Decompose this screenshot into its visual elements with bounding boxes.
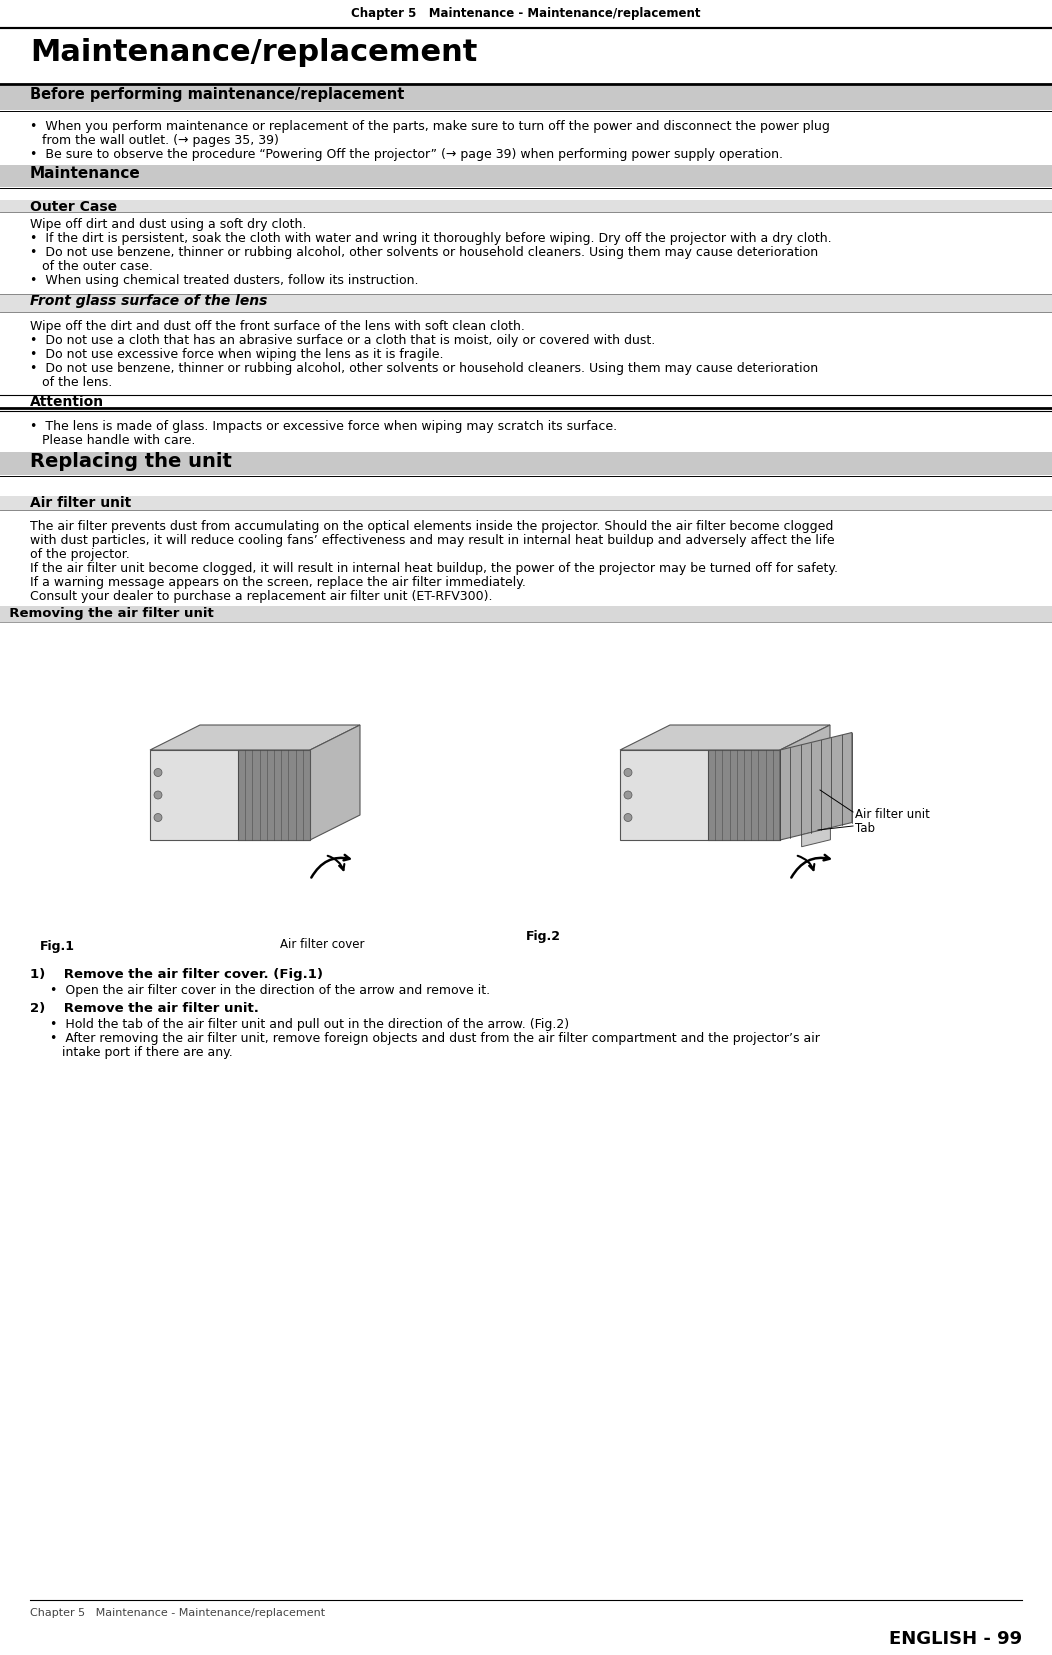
Text: of the projector.: of the projector. xyxy=(31,548,129,561)
Polygon shape xyxy=(620,725,830,750)
Text: Outer Case: Outer Case xyxy=(31,200,117,213)
Bar xyxy=(0,166,1052,187)
Polygon shape xyxy=(238,750,310,841)
Text: Please handle with care.: Please handle with care. xyxy=(31,434,196,447)
Text: intake port if there are any.: intake port if there are any. xyxy=(50,1046,232,1059)
Text: If a warning message appears on the screen, replace the air filter immediately.: If a warning message appears on the scre… xyxy=(31,576,526,589)
Text: Removing the air filter unit: Removing the air filter unit xyxy=(0,607,214,621)
Text: •  The lens is made of glass. Impacts or excessive force when wiping may scratch: • The lens is made of glass. Impacts or … xyxy=(31,420,618,434)
Bar xyxy=(0,86,1052,109)
Text: •  When you perform maintenance or replacement of the parts, make sure to turn o: • When you perform maintenance or replac… xyxy=(31,121,830,132)
Bar xyxy=(0,452,1052,475)
Text: of the outer case.: of the outer case. xyxy=(31,260,153,273)
Circle shape xyxy=(154,791,162,799)
Polygon shape xyxy=(620,750,780,841)
Polygon shape xyxy=(310,725,360,841)
Circle shape xyxy=(624,791,632,799)
Polygon shape xyxy=(802,828,830,847)
Text: •  When using chemical treated dusters, follow its instruction.: • When using chemical treated dusters, f… xyxy=(31,275,419,286)
Text: ENGLISH - 99: ENGLISH - 99 xyxy=(889,1630,1021,1648)
Text: with dust particles, it will reduce cooling fans’ effectiveness and may result i: with dust particles, it will reduce cool… xyxy=(31,535,834,548)
Text: Fig.1: Fig.1 xyxy=(40,940,75,953)
Text: If the air filter unit become clogged, it will result in internal heat buildup, : If the air filter unit become clogged, i… xyxy=(31,563,838,574)
Text: Air filter unit: Air filter unit xyxy=(855,808,930,821)
Text: •  Do not use benzene, thinner or rubbing alcohol, other solvents or household c: • Do not use benzene, thinner or rubbing… xyxy=(31,247,818,258)
Bar xyxy=(0,295,1052,313)
Text: Chapter 5   Maintenance - Maintenance/replacement: Chapter 5 Maintenance - Maintenance/repl… xyxy=(31,1609,325,1619)
Text: Replacing the unit: Replacing the unit xyxy=(31,452,231,472)
Text: •  After removing the air filter unit, remove foreign objects and dust from the : • After removing the air filter unit, re… xyxy=(50,1033,820,1044)
Polygon shape xyxy=(150,750,310,841)
Circle shape xyxy=(154,768,162,776)
Bar xyxy=(0,200,1052,212)
Text: 2)    Remove the air filter unit.: 2) Remove the air filter unit. xyxy=(31,1001,259,1015)
Polygon shape xyxy=(150,725,360,750)
Text: •  Be sure to observe the procedure “Powering Off the projector” (→ page 39) whe: • Be sure to observe the procedure “Powe… xyxy=(31,147,783,161)
Polygon shape xyxy=(780,725,830,841)
Text: Fig.2: Fig.2 xyxy=(526,930,561,943)
Text: Attention: Attention xyxy=(31,396,104,409)
Text: The air filter prevents dust from accumulating on the optical elements inside th: The air filter prevents dust from accumu… xyxy=(31,520,833,533)
Text: Front glass surface of the lens: Front glass surface of the lens xyxy=(31,295,267,308)
Text: Wipe off dirt and dust using a soft dry cloth.: Wipe off dirt and dust using a soft dry … xyxy=(31,218,306,232)
Text: •  Hold the tab of the air filter unit and pull out in the direction of the arro: • Hold the tab of the air filter unit an… xyxy=(50,1018,569,1031)
Text: from the wall outlet. (→ pages 35, 39): from the wall outlet. (→ pages 35, 39) xyxy=(31,134,279,147)
Text: •  Do not use excessive force when wiping the lens as it is fragile.: • Do not use excessive force when wiping… xyxy=(31,348,444,361)
Text: 1)    Remove the air filter cover. (Fig.1): 1) Remove the air filter cover. (Fig.1) xyxy=(31,968,323,981)
Polygon shape xyxy=(708,750,780,841)
Text: Tab: Tab xyxy=(855,823,875,836)
Text: Chapter 5   Maintenance - Maintenance/replacement: Chapter 5 Maintenance - Maintenance/repl… xyxy=(351,8,701,20)
Text: Consult your dealer to purchase a replacement air filter unit (ET-RFV300).: Consult your dealer to purchase a replac… xyxy=(31,589,492,602)
Text: Air filter unit: Air filter unit xyxy=(31,496,132,510)
Text: Wipe off the dirt and dust off the front surface of the lens with soft clean clo: Wipe off the dirt and dust off the front… xyxy=(31,319,525,333)
Text: •  Open the air filter cover in the direction of the arrow and remove it.: • Open the air filter cover in the direc… xyxy=(50,985,490,996)
Text: •  Do not use a cloth that has an abrasive surface or a cloth that is moist, oil: • Do not use a cloth that has an abrasiv… xyxy=(31,334,655,348)
Text: •  If the dirt is persistent, soak the cloth with water and wring it thoroughly : • If the dirt is persistent, soak the cl… xyxy=(31,232,832,245)
Bar xyxy=(0,496,1052,510)
Text: Maintenance/replacement: Maintenance/replacement xyxy=(31,38,478,66)
Bar xyxy=(0,606,1052,622)
Text: Maintenance: Maintenance xyxy=(31,166,141,180)
Text: •  Do not use benzene, thinner or rubbing alcohol, other solvents or household c: • Do not use benzene, thinner or rubbing… xyxy=(31,362,818,376)
Text: of the lens.: of the lens. xyxy=(31,376,113,389)
Polygon shape xyxy=(780,733,852,841)
Text: Air filter cover: Air filter cover xyxy=(280,938,364,952)
Text: Before performing maintenance/replacement: Before performing maintenance/replacemen… xyxy=(31,88,404,103)
Circle shape xyxy=(624,814,632,821)
Circle shape xyxy=(154,814,162,821)
Circle shape xyxy=(624,768,632,776)
